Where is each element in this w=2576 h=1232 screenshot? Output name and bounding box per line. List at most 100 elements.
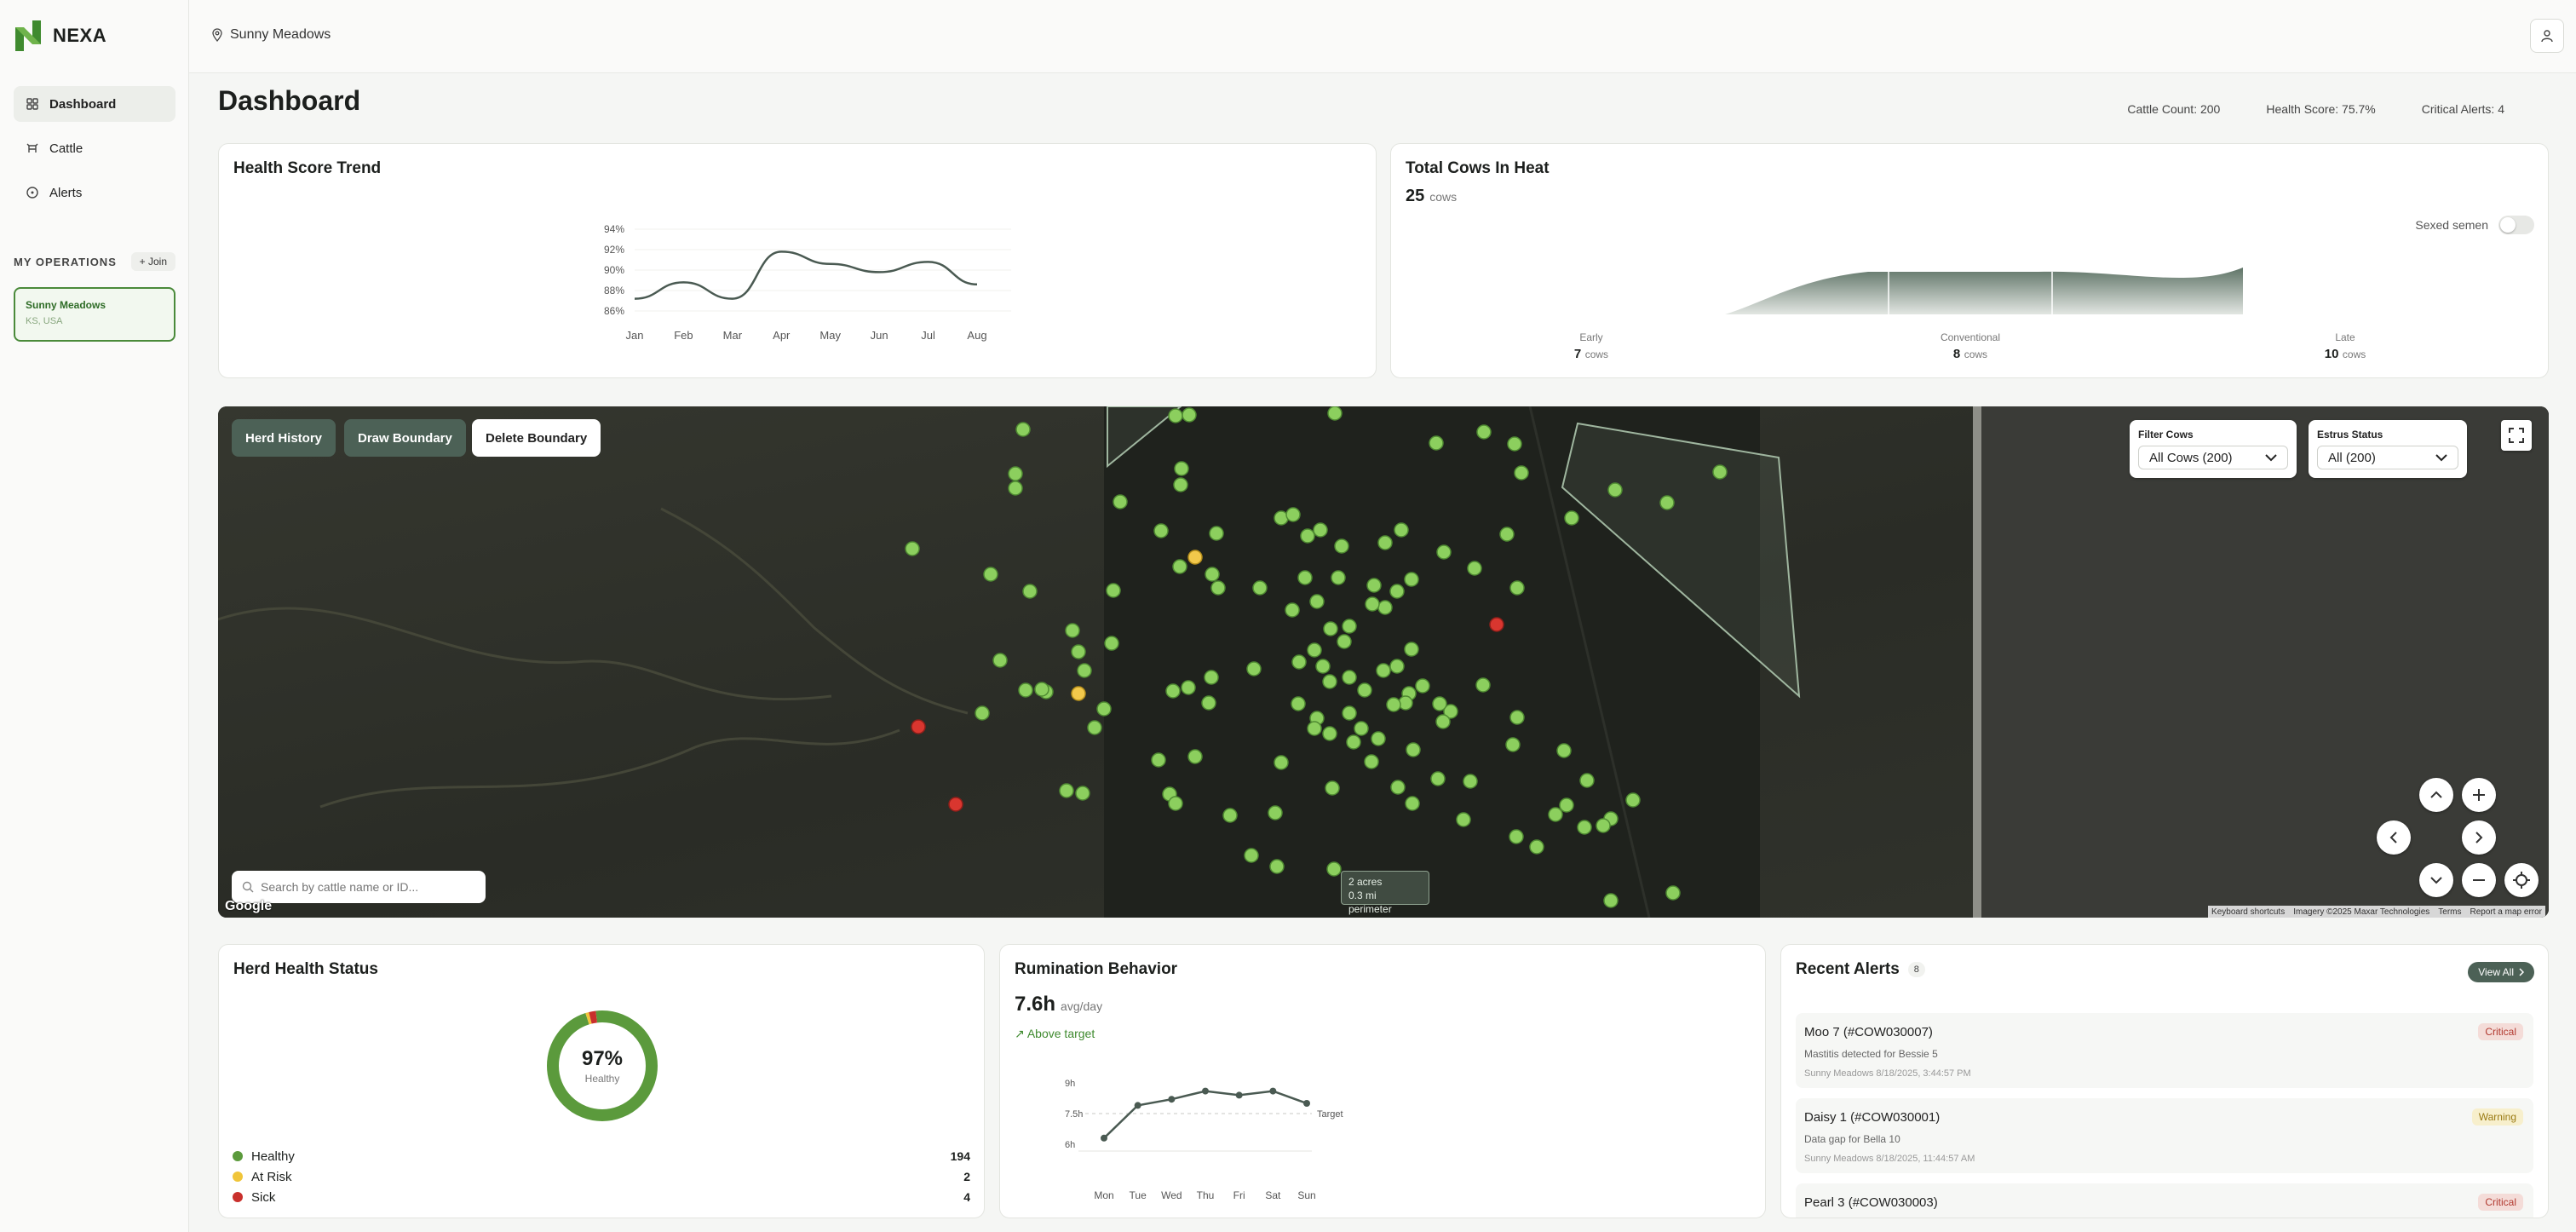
alert-item[interactable]: Daisy 1 (#COW030001) Data gap for Bella … bbox=[1796, 1098, 2533, 1173]
cattle-marker-healthy bbox=[1365, 596, 1380, 612]
cattle-marker-healthy bbox=[1596, 818, 1611, 833]
card-title: Recent Alerts bbox=[1796, 960, 1900, 978]
boundary-area-label: 2 acres 0.3 mi perimeter bbox=[1341, 871, 1429, 915]
cattle-marker-healthy bbox=[1059, 783, 1074, 798]
cattle-marker-healthy bbox=[1172, 559, 1187, 574]
herd-history-button[interactable]: Herd History bbox=[232, 419, 336, 457]
join-button[interactable]: + Join bbox=[130, 252, 175, 271]
cattle-marker-healthy bbox=[1665, 885, 1681, 901]
cattle-search-input[interactable] bbox=[261, 880, 474, 894]
cattle-marker-healthy bbox=[1456, 812, 1471, 827]
filter-cows-select[interactable]: All Cows (200) bbox=[2138, 446, 2288, 469]
view-all-button[interactable]: View All bbox=[2468, 962, 2534, 982]
nexa-logo-icon bbox=[15, 20, 41, 51]
sexed-semen-toggle[interactable] bbox=[2498, 216, 2534, 234]
sidebar-item-dashboard[interactable]: Dashboard bbox=[14, 86, 175, 122]
terms-link[interactable]: Terms bbox=[2438, 907, 2462, 917]
cattle-marker-healthy bbox=[1342, 670, 1357, 685]
cattle-marker-healthy bbox=[1371, 731, 1386, 746]
chevron-down-icon bbox=[2265, 454, 2277, 462]
y-tick-label: 94% bbox=[604, 223, 624, 235]
pan-down-button[interactable] bbox=[2419, 863, 2453, 897]
filter-cows-dropdown[interactable]: Filter Cows All Cows (200) bbox=[2130, 420, 2297, 478]
pan-left-button[interactable] bbox=[2377, 820, 2411, 855]
fullscreen-button[interactable] bbox=[2501, 420, 2532, 451]
road bbox=[1973, 406, 1981, 918]
cattle-marker-healthy bbox=[1405, 796, 1420, 811]
cattle-marker-healthy bbox=[983, 567, 998, 582]
recenter-button[interactable] bbox=[2504, 863, 2539, 897]
card-title: Herd Health Status bbox=[233, 960, 378, 978]
legend-row-at-risk: At Risk 2 bbox=[233, 1166, 970, 1187]
alert-item[interactable]: Pearl 3 (#COW030003) Critical bbox=[1796, 1183, 2533, 1218]
pan-up-button[interactable] bbox=[2419, 778, 2453, 812]
alerts-count-badge: 8 bbox=[1907, 962, 1925, 977]
cattle-marker-healthy bbox=[1268, 805, 1283, 820]
rumination-line bbox=[1103, 1090, 1308, 1139]
sidebar-item-alerts[interactable]: Alerts bbox=[14, 175, 175, 210]
map-canvas[interactable] bbox=[218, 406, 2549, 918]
cattle-marker-healthy bbox=[1354, 721, 1369, 736]
rumination-point bbox=[1168, 1096, 1176, 1103]
chevron-up-icon bbox=[2430, 791, 2442, 798]
cattle-marker-healthy bbox=[1285, 507, 1301, 522]
operation-location: KS, USA bbox=[26, 316, 63, 326]
cattle-search-box[interactable] bbox=[232, 871, 486, 903]
filter-label: Filter Cows bbox=[2138, 429, 2194, 440]
y-tick-label: 86% bbox=[604, 305, 624, 317]
logo[interactable]: NEXA bbox=[15, 20, 106, 51]
cattle-marker-healthy bbox=[1342, 705, 1357, 721]
estrus-status-dropdown[interactable]: Estrus Status All (200) bbox=[2309, 420, 2467, 478]
field-right bbox=[1981, 406, 2549, 918]
segment-unit: cows bbox=[1584, 348, 1609, 360]
grid-icon bbox=[26, 97, 39, 111]
cattle-marker-healthy bbox=[1077, 663, 1092, 678]
toggle-label: Sexed semen bbox=[2415, 218, 2488, 232]
rumination-chart: 9h 7.5h 6h Target Mon Tue Wed Thu Fri Sat Sun bbox=[1065, 1079, 1343, 1201]
pan-right-button[interactable] bbox=[2462, 820, 2496, 855]
rumination-trend: ↗ Above target bbox=[1015, 1027, 1095, 1040]
alert-item[interactable]: Moo 7 (#COW030007) Mastitis detected for… bbox=[1796, 1013, 2533, 1088]
rumination-value: 7.6h bbox=[1015, 993, 1056, 1016]
cattle-marker-healthy bbox=[1559, 797, 1574, 813]
delete-boundary-button[interactable]: Delete Boundary bbox=[472, 419, 601, 457]
cattle-marker-healthy bbox=[1415, 678, 1430, 694]
estrus-status-select[interactable]: All (200) bbox=[2317, 446, 2458, 469]
segment-value: 10 bbox=[2324, 347, 2339, 361]
cattle-marker-healthy bbox=[1430, 771, 1446, 786]
terrain-ridge bbox=[319, 728, 900, 809]
cattle-marker-healthy bbox=[1406, 742, 1421, 757]
card-title: Health Score Trend bbox=[233, 159, 382, 177]
operation-card[interactable]: Sunny Meadows KS, USA bbox=[14, 287, 175, 342]
cattle-marker-healthy bbox=[1322, 674, 1337, 689]
draw-boundary-button[interactable]: Draw Boundary bbox=[344, 419, 466, 457]
herd-map[interactable]: Herd History Draw Boundary Delete Bounda… bbox=[218, 406, 2549, 918]
cattle-marker-healthy bbox=[1113, 494, 1128, 509]
cattle-marker-healthy bbox=[1467, 561, 1482, 576]
zoom-in-button[interactable] bbox=[2462, 778, 2496, 812]
location-selector[interactable]: Sunny Meadows bbox=[211, 27, 331, 43]
report-error-link[interactable]: Report a map error bbox=[2470, 907, 2542, 917]
keyboard-shortcuts-link[interactable]: Keyboard shortcuts bbox=[2211, 907, 2286, 917]
zoom-out-button[interactable] bbox=[2462, 863, 2496, 897]
cattle-marker-healthy bbox=[992, 653, 1008, 668]
cattle-marker-healthy bbox=[1505, 737, 1521, 752]
user-menu-button[interactable] bbox=[2530, 19, 2564, 53]
cattle-marker-healthy bbox=[1015, 422, 1031, 437]
segment-label: Early bbox=[1579, 331, 1603, 343]
cattle-marker-healthy bbox=[1307, 642, 1322, 658]
operation-name: Sunny Meadows bbox=[26, 299, 106, 311]
cattle-marker-healthy bbox=[1366, 578, 1382, 593]
herd-health-card: Herd Health Status 97% Healthy Healthy 1… bbox=[218, 944, 985, 1218]
x-tick-label: Jun bbox=[871, 329, 888, 342]
x-tick-label: Sun bbox=[1297, 1189, 1315, 1201]
x-tick-label: Jan bbox=[626, 329, 644, 342]
sidebar-item-cattle[interactable]: Cattle bbox=[14, 130, 175, 166]
sidebar-nav: Dashboard Cattle Alerts bbox=[14, 86, 175, 219]
cattle-marker-healthy bbox=[1529, 839, 1544, 855]
plus-icon bbox=[2473, 789, 2485, 801]
healthy-percent: 97% bbox=[581, 1047, 624, 1070]
legend-row-healthy: Healthy 194 bbox=[233, 1146, 970, 1166]
cattle-marker-healthy bbox=[1404, 642, 1419, 657]
cattle-marker-healthy bbox=[1244, 848, 1259, 863]
